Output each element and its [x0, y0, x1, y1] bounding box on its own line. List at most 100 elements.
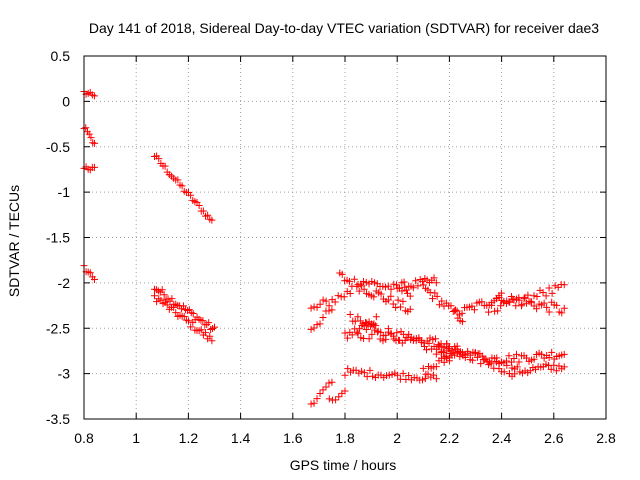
- data-point: [458, 349, 466, 357]
- y-tick-label: -0.5: [46, 139, 70, 155]
- data-point: [341, 371, 349, 379]
- data-point: [399, 369, 407, 377]
- data-point: [178, 182, 186, 190]
- data-point: [478, 352, 486, 360]
- data-point: [492, 358, 500, 366]
- data-point: [362, 326, 370, 334]
- data-point: [373, 328, 381, 336]
- data-point: [160, 291, 168, 299]
- data-point: [400, 278, 408, 286]
- data-point: [435, 301, 443, 309]
- data-point: [316, 389, 324, 397]
- data-point: [394, 371, 402, 379]
- y-tick-label: -2.5: [46, 320, 70, 336]
- data-point: [470, 306, 478, 314]
- data-point: [310, 303, 318, 311]
- data-point: [319, 296, 327, 304]
- data-point: [365, 335, 373, 343]
- data-point: [208, 337, 216, 345]
- data-point: [90, 276, 98, 284]
- data-point: [445, 357, 453, 365]
- data-point: [354, 330, 362, 338]
- data-point: [313, 395, 321, 403]
- data-point: [533, 292, 541, 300]
- x-tick-label: 2.4: [492, 430, 512, 446]
- data-point: [328, 306, 336, 314]
- data-point: [350, 275, 358, 283]
- data-point: [206, 332, 214, 340]
- data-point: [370, 293, 378, 301]
- data-point: [515, 358, 523, 366]
- x-axis-label: GPS time / hours: [290, 457, 397, 473]
- data-point: [310, 399, 318, 407]
- x-tick-labels: 0.8 1 1.2 1.4 1.6 1.8 2 2.2 2.4 2.6 2.8: [74, 430, 616, 446]
- data-point: [322, 297, 330, 305]
- data-point: [85, 130, 93, 138]
- data-point: [548, 289, 556, 297]
- axis-ticks: [83, 55, 607, 420]
- data-point: [307, 325, 315, 333]
- data-point: [464, 347, 472, 355]
- data-point: [394, 296, 402, 304]
- data-point: [497, 289, 505, 297]
- x-tick-label: 1.8: [335, 430, 355, 446]
- data-point: [82, 124, 90, 132]
- data-point: [430, 274, 438, 282]
- data-point: [334, 292, 342, 300]
- data-point: [90, 139, 98, 147]
- data-point: [550, 361, 558, 369]
- data-point: [545, 354, 553, 362]
- data-point: [366, 366, 374, 374]
- data-point: [310, 324, 318, 332]
- data-point: [170, 303, 178, 311]
- data-point: [331, 298, 339, 306]
- data-point: [396, 284, 404, 292]
- data-point: [473, 353, 481, 361]
- data-point: [208, 216, 216, 224]
- data-point: [447, 302, 455, 310]
- data-point: [409, 284, 417, 292]
- data-point: [482, 355, 490, 363]
- data-point: [341, 329, 349, 337]
- data-point: [543, 303, 551, 311]
- data-point: [553, 301, 561, 309]
- data-point: [313, 321, 321, 329]
- data-point: [494, 307, 502, 315]
- data-point: [180, 312, 188, 320]
- data-point: [524, 291, 532, 299]
- data-point: [560, 363, 568, 371]
- data-point: [187, 323, 195, 331]
- data-point: [512, 350, 520, 358]
- grid-lines: [84, 56, 606, 419]
- data-point: [90, 163, 98, 171]
- data-point: [360, 285, 368, 293]
- data-point: [319, 313, 327, 321]
- data-point: [426, 288, 434, 296]
- data-point: [432, 375, 440, 383]
- x-tick-label: 1.6: [283, 430, 303, 446]
- data-point: [510, 355, 518, 363]
- data-point: [343, 334, 351, 342]
- data-point: [429, 295, 437, 303]
- data-point: [307, 304, 315, 312]
- data-point: [155, 155, 163, 163]
- data-point: [477, 360, 485, 368]
- data-point: [205, 319, 213, 327]
- data-point: [500, 298, 508, 306]
- data-point: [542, 292, 550, 300]
- data-point: [539, 289, 547, 297]
- data-point: [174, 176, 182, 184]
- data-point: [520, 295, 528, 303]
- data-point: [551, 282, 559, 290]
- data-point: [401, 283, 409, 291]
- data-point: [500, 368, 508, 376]
- data-point: [533, 305, 541, 313]
- data-point: [172, 309, 180, 317]
- data-point: [414, 282, 422, 290]
- data-point: [515, 294, 523, 302]
- data-point: [432, 350, 440, 358]
- data-point: [421, 375, 429, 383]
- data-point: [204, 211, 212, 219]
- data-point: [325, 307, 333, 315]
- data-point: [453, 342, 461, 350]
